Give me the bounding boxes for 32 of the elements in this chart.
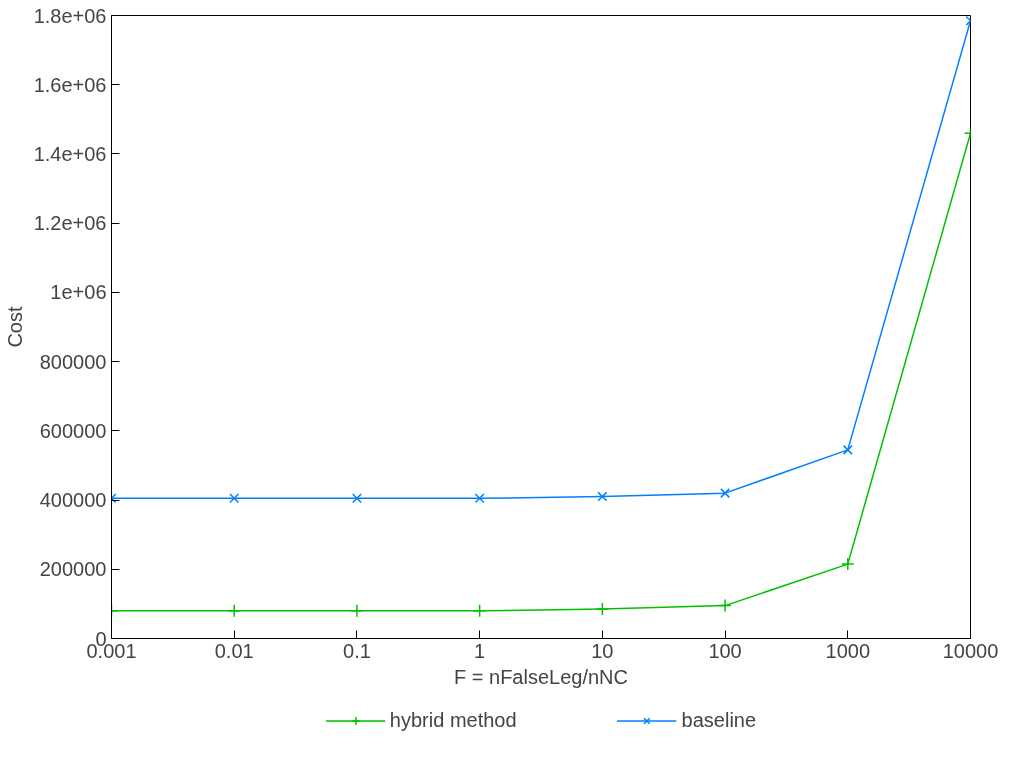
point: [350, 604, 364, 618]
point: [472, 604, 487, 618]
y-tick-label: 1e+06: [50, 281, 107, 304]
x-tick-label: 10000: [942, 639, 999, 662]
point: [227, 604, 241, 618]
point: [351, 493, 362, 504]
point: [229, 493, 240, 504]
point: [474, 493, 485, 504]
x-tick-label: 1000: [825, 639, 871, 662]
point: [841, 557, 855, 571]
y-tick-label: 1.2e+06: [33, 212, 107, 235]
legend-label: baseline: [681, 708, 757, 732]
point: [718, 598, 732, 613]
x-tick-label: 100: [708, 639, 742, 662]
y-tick-label: 1.4e+06: [33, 142, 107, 165]
x-axis-title: F = nFalseLeg/nNC: [454, 665, 628, 688]
legend-label: hybrid method: [389, 708, 517, 732]
y-tick-label: 200000: [39, 558, 107, 581]
y-tick-label: 400000: [39, 489, 107, 512]
y-tick-label: 800000: [39, 350, 107, 373]
point: [842, 444, 853, 455]
y-tick-label: 1.6e+06: [33, 73, 107, 96]
point: [595, 602, 610, 616]
x-tick-label: 0.1: [343, 639, 371, 662]
point: [597, 491, 608, 502]
y-axis-title: Cost: [3, 306, 26, 348]
x-tick-label: 0.01: [214, 639, 254, 662]
x-tick-label: 10: [591, 639, 614, 662]
y-tick-label: 600000: [39, 419, 107, 442]
x-tick-label: 1: [474, 639, 486, 662]
point: [720, 488, 731, 499]
y-tick-label: 1.8e+06: [33, 4, 107, 27]
